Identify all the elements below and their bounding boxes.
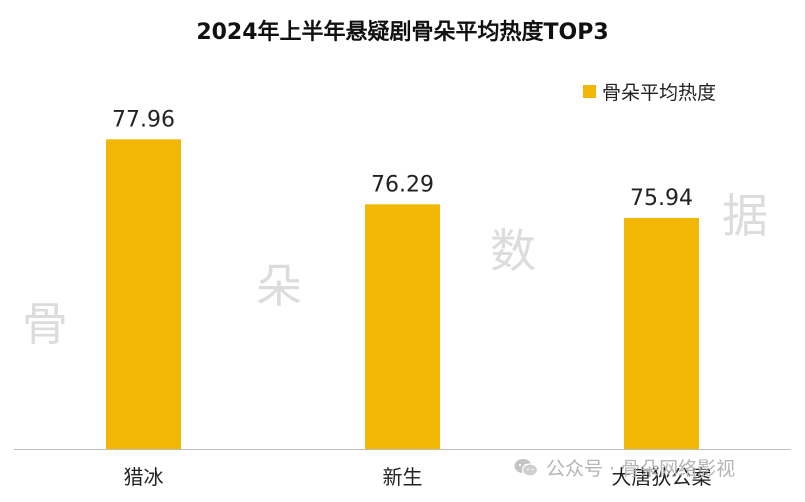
data-label-3: 75.94: [630, 186, 693, 211]
watermark-char-2: 朵: [256, 259, 302, 313]
category-label-1: 猎冰: [124, 465, 164, 489]
wechat-text: 公众号 · 骨朵网络影视: [546, 458, 736, 480]
watermark-char-1: 骨: [22, 297, 68, 351]
bar-1: [106, 139, 181, 449]
bar-3: [624, 217, 699, 449]
watermark-char-3: 数: [490, 224, 536, 278]
category-label-2: 新生: [383, 465, 423, 489]
category-label-3: 大唐狄公案: [612, 465, 712, 489]
wechat-watermark: 公众号 · 骨朵网络影视: [514, 454, 735, 481]
legend-label: 骨朵平均热度: [602, 82, 717, 104]
data-label-1: 77.96: [112, 107, 175, 132]
chart-title: 2024年上半年悬疑剧骨朵平均热度TOP3: [196, 20, 609, 45]
wechat-icon: [514, 458, 539, 478]
legend-swatch: [583, 85, 596, 98]
bar-2: [365, 204, 440, 449]
watermark-char-4: 据: [722, 189, 768, 243]
legend: 骨朵平均热度: [583, 78, 716, 105]
data-label-2: 76.29: [371, 172, 434, 197]
